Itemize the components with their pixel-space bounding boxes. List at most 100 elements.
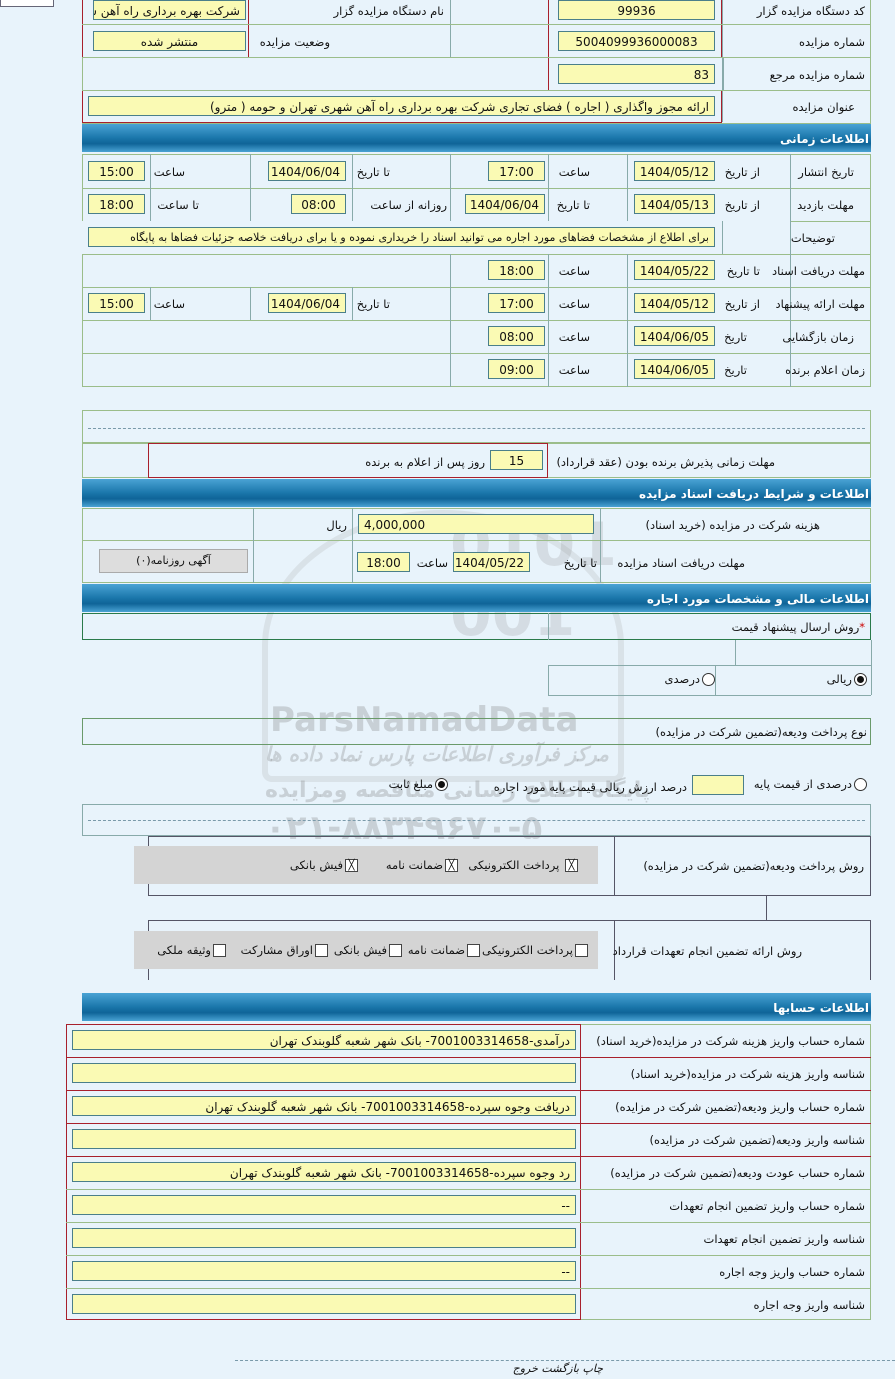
offer-to-date[interactable]: 1404/06/04 — [268, 293, 346, 313]
offer-to-label: تا تاریخ — [356, 297, 390, 311]
checkbox[interactable] — [345, 859, 358, 872]
fixed-radio[interactable]: مبلغ ثابت — [389, 777, 448, 791]
fixed-radio-button[interactable] — [435, 778, 448, 791]
accept-days[interactable]: 15 — [490, 450, 543, 470]
offer-from-label: از تاریخ — [724, 297, 760, 311]
visit-daily-label: روزانه از ساعت — [370, 198, 447, 212]
account-label: شماره حساب عودت ودیعه(تضمین شرکت در مزای… — [610, 1166, 865, 1180]
exit-link[interactable]: خروج — [512, 1362, 538, 1375]
checkbox-label: پرداخت الکترونیکی — [468, 858, 560, 872]
deposit-method-electronic[interactable]: پرداخت الکترونیکی — [468, 858, 578, 872]
docs-deadline2-time-label: ساعت — [416, 556, 448, 570]
visit-to-time-label: تا ساعت — [157, 198, 199, 212]
offer-time2[interactable]: 15:00 — [88, 293, 145, 313]
ref-no-field[interactable]: 83 — [558, 64, 715, 84]
rial-radio-button[interactable] — [854, 673, 867, 686]
fee-field[interactable]: 4,000,000 — [358, 514, 594, 534]
account-label: شناسه واریز وجه اجاره — [753, 1298, 865, 1312]
footer-links: چاپ بازگشت خروج — [513, 1362, 603, 1375]
offer-time-label: ساعت — [558, 297, 590, 311]
checkbox[interactable] — [575, 944, 588, 957]
guarantee-method-guarantee[interactable]: ضمانت نامه — [408, 943, 480, 957]
percent-label: درصدی — [664, 672, 700, 686]
org-code-field[interactable]: 99936 — [558, 0, 715, 20]
account-field[interactable] — [72, 1063, 576, 1083]
winner-date[interactable]: 1404/06/05 — [634, 359, 715, 379]
account-field[interactable] — [72, 1228, 576, 1248]
price-method-text: روش ارسال پیشنهاد قیمت — [731, 620, 860, 634]
visit-label: مهلت بازدید — [797, 198, 854, 212]
docs-to-label: تا تاریخ — [726, 264, 760, 278]
deposit-methods: پرداخت الکترونیکی ضمانت نامه فیش بانکی — [134, 846, 598, 884]
desc-field[interactable]: برای اطلاع از مشخصات فضاهای مورد اجاره م… — [88, 227, 715, 247]
guarantee-method-receipt[interactable]: فیش بانکی — [334, 943, 402, 957]
docs-to-date[interactable]: 1404/05/22 — [634, 260, 715, 280]
account-field[interactable]: رد وجوه سپرده-7001003314658- بانک شهر شع… — [72, 1162, 576, 1182]
percent-radio-button[interactable] — [702, 673, 715, 686]
ref-no-label: شماره مزایده مرجع — [769, 68, 865, 82]
opening-date[interactable]: 1404/06/05 — [634, 326, 715, 346]
auction-no-field[interactable]: 5004099936000083 — [558, 31, 715, 51]
offer-label: مهلت ارائه پیشنهاد — [775, 297, 865, 311]
percent-radio[interactable]: درصدی — [665, 672, 715, 686]
dep-percent-radio[interactable]: درصدی از قیمت پایه — [754, 777, 867, 791]
account-field[interactable]: دریافت وجوه سپرده-7001003314658- بانک شه… — [72, 1096, 576, 1116]
print-link[interactable]: چاپ — [582, 1362, 603, 1375]
auction-no-label: شماره مزایده — [799, 35, 865, 49]
org-name-label: نام دستگاه مزایده گزار — [333, 4, 444, 18]
visit-from-date[interactable]: 1404/05/13 — [634, 194, 715, 214]
opening-time[interactable]: 08:00 — [488, 326, 545, 346]
newspaper-ad-button[interactable]: آگهی روزنامه(۰) — [99, 549, 248, 573]
docs-deadline2-label: مهلت دریافت اسناد مزایده — [617, 556, 745, 570]
price-method-label: *روش ارسال پیشنهاد قیمت — [732, 620, 865, 634]
fixed-label: مبلغ ثابت — [388, 777, 433, 791]
deposit-method-receipt[interactable]: فیش بانکی — [290, 858, 358, 872]
publish-from-date[interactable]: 1404/05/12 — [634, 161, 715, 181]
guarantee-method-electronic[interactable]: پرداخت الکترونیکی — [482, 943, 588, 957]
title-field[interactable]: ارائه مجوز واگذاری ( اجاره ) فضای تجاری … — [88, 96, 715, 116]
back-link[interactable]: بازگشت — [541, 1362, 579, 1375]
visit-to-label: تا تاریخ — [556, 198, 590, 212]
account-field[interactable]: -- — [72, 1195, 576, 1215]
account-field[interactable]: درآمدی-7001003314658- بانک شهر شعبه گلوب… — [72, 1030, 576, 1050]
guarantee-method-bonds[interactable]: اوراق مشارکت — [241, 943, 328, 957]
checkbox[interactable] — [389, 944, 402, 957]
publish-time2[interactable]: 15:00 — [88, 161, 145, 181]
publish-to-date[interactable]: 1404/06/04 — [268, 161, 346, 181]
docs-deadline2-date[interactable]: 1404/05/22 — [453, 552, 530, 572]
dep-percent-radio-button[interactable] — [854, 778, 867, 791]
publish-time[interactable]: 17:00 — [488, 161, 545, 181]
checkbox[interactable] — [565, 859, 578, 872]
offer-time[interactable]: 17:00 — [488, 293, 545, 313]
currency-label: ریال — [326, 518, 347, 532]
watermark-line1: مرکز فرآوری اطلاعات پارس نماد داده ها — [265, 742, 609, 766]
account-field[interactable]: -- — [72, 1261, 576, 1281]
status-field[interactable]: منتشر شده — [93, 31, 246, 51]
visit-daily-from[interactable]: 08:00 — [291, 194, 346, 214]
offer-from-date[interactable]: 1404/05/12 — [634, 293, 715, 313]
checkbox[interactable] — [445, 859, 458, 872]
rial-label: ریالی — [826, 672, 852, 686]
docs-deadline2-to-label: تا تاریخ — [563, 556, 597, 570]
publish-from-label: از تاریخ — [724, 165, 760, 179]
checkbox[interactable] — [467, 944, 480, 957]
checkbox[interactable] — [315, 944, 328, 957]
checkbox[interactable] — [213, 944, 226, 957]
guarantee-method-property[interactable]: وثیقه ملکی — [157, 943, 226, 957]
docs-deadline2-time[interactable]: 18:00 — [357, 552, 410, 572]
org-name-field[interactable]: شرکت بهره برداری راه آهن شهری تهران — [93, 0, 246, 20]
status-label: وضعیت مزایده — [259, 35, 330, 49]
docs-time[interactable]: 18:00 — [488, 260, 545, 280]
deposit-method-guarantee[interactable]: ضمانت نامه — [386, 858, 458, 872]
winner-time[interactable]: 09:00 — [488, 359, 545, 379]
account-field[interactable] — [72, 1294, 576, 1314]
dep-percent-field[interactable] — [692, 775, 744, 795]
account-field[interactable] — [72, 1129, 576, 1149]
guarantee-label: روش ارائه تضمین انجام تعهدات قرارداد — [612, 944, 802, 958]
account-label: شماره حساب واریز ودیعه(تضمین شرکت در مزا… — [615, 1100, 865, 1114]
top-left-stub — [0, 0, 54, 7]
visit-to-time[interactable]: 18:00 — [88, 194, 145, 214]
account-label: شماره حساب واریز هزینه شرکت در مزایده(خر… — [596, 1034, 865, 1048]
visit-to-date[interactable]: 1404/06/04 — [465, 194, 545, 214]
rial-radio[interactable]: ریالی — [827, 672, 867, 686]
